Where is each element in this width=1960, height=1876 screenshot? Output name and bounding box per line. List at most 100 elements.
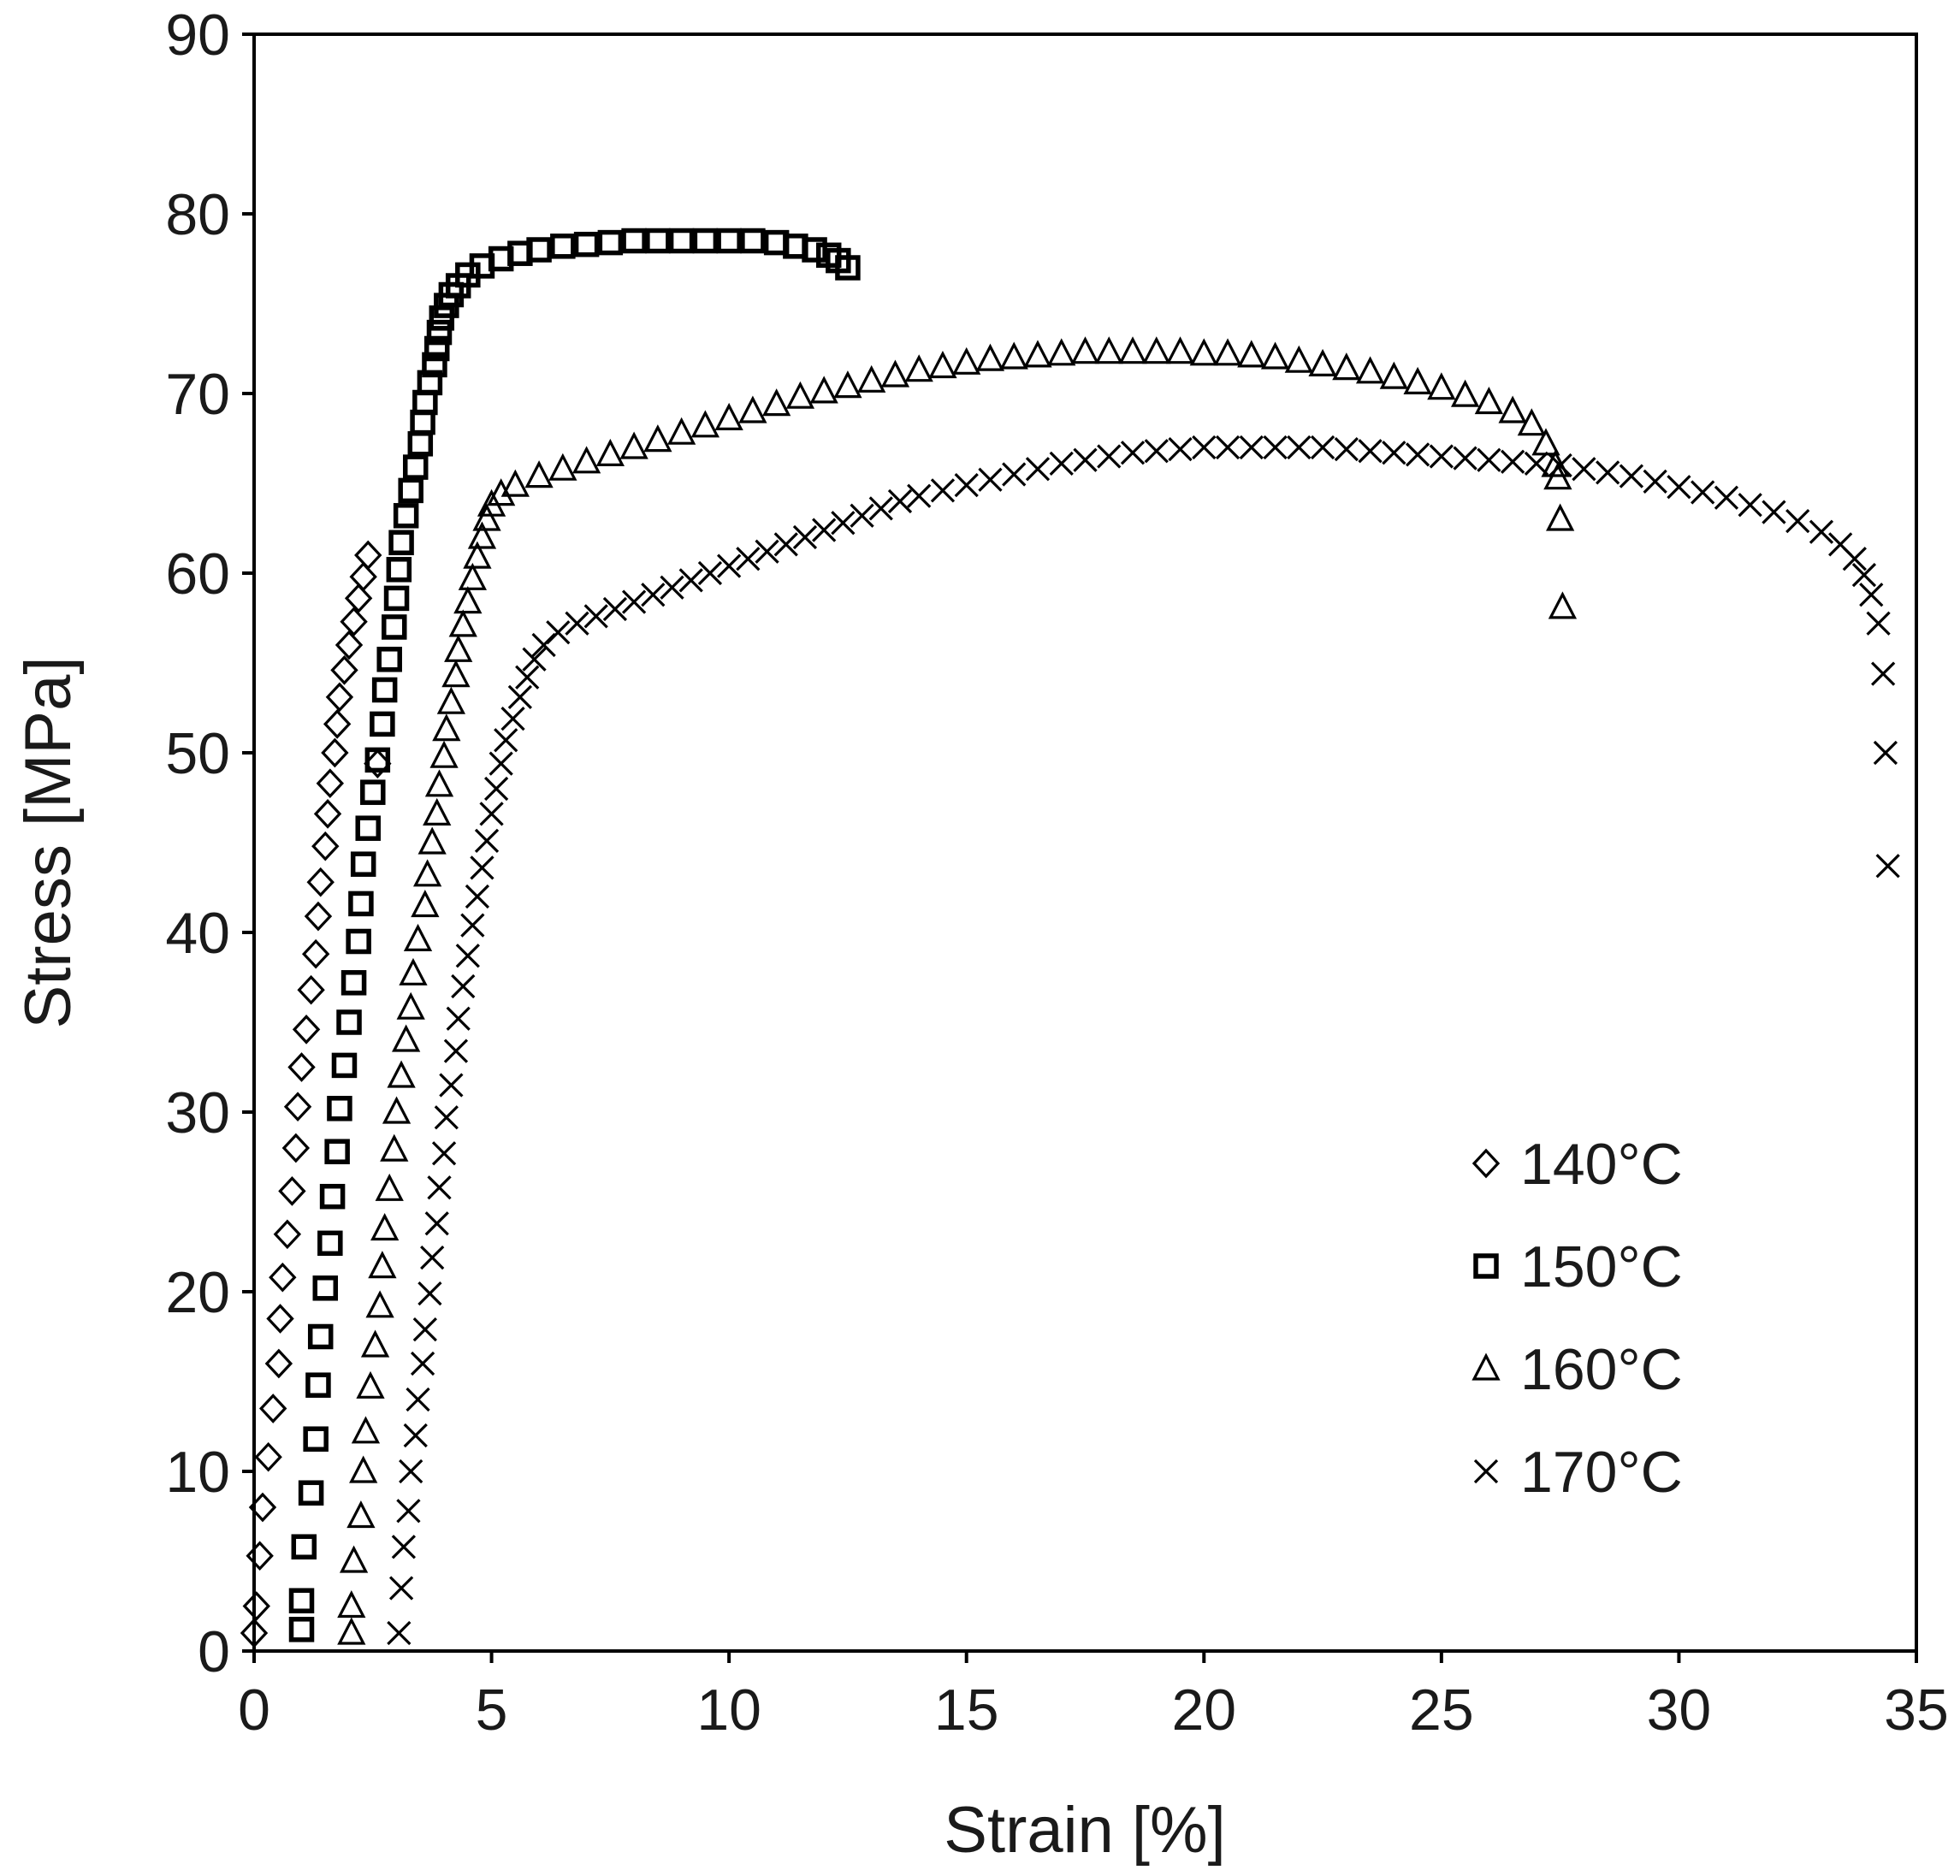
data-point [422, 352, 447, 378]
data-point [382, 1096, 412, 1124]
data-point [396, 991, 425, 1020]
data-point [1762, 500, 1786, 524]
data-point [443, 1039, 469, 1063]
data-point [356, 1370, 385, 1399]
data-point [1548, 591, 1578, 619]
data-point [349, 1455, 378, 1483]
data-point [678, 568, 703, 593]
data-point [298, 1480, 324, 1506]
data-point [383, 585, 410, 612]
data-point [952, 346, 981, 375]
data-point [392, 1024, 421, 1052]
data-point [306, 867, 335, 897]
data-point [474, 828, 500, 854]
y-tick-label: 30 [165, 1080, 230, 1145]
legend-entry: 170°C [1473, 1440, 1683, 1505]
data-point [350, 851, 376, 877]
data-point [349, 561, 377, 592]
data-point [692, 228, 719, 254]
data-point [330, 655, 358, 685]
data-point [975, 343, 1005, 371]
data-point [1332, 352, 1361, 381]
data-point [736, 547, 761, 571]
data-point [410, 1351, 435, 1376]
data-point [1453, 446, 1477, 470]
data-point [1168, 436, 1193, 462]
data-point [1517, 408, 1546, 436]
data-point [423, 797, 452, 826]
data-point [1049, 451, 1074, 476]
data-point [666, 417, 696, 445]
data-point [467, 521, 497, 549]
data-point [1310, 435, 1335, 460]
data-point [904, 354, 933, 382]
data-point [668, 228, 695, 254]
y-tick-label: 40 [165, 901, 230, 966]
data-point [431, 1141, 457, 1166]
data-point [455, 944, 480, 968]
data-point [387, 1620, 412, 1646]
legend-marker [1473, 1253, 1499, 1279]
data-point [812, 518, 837, 542]
data-point [850, 503, 874, 528]
data-point [1165, 336, 1195, 364]
data-point [360, 1329, 390, 1358]
data-point [1619, 464, 1644, 488]
data-point [809, 376, 838, 404]
data-point [1070, 336, 1100, 364]
x-tick-label: 20 [1171, 1678, 1236, 1743]
legend: 140°C 150°C 160°C 170°C [1471, 1132, 1683, 1505]
data-point [406, 1387, 430, 1412]
data-point [643, 424, 672, 453]
data-point [388, 1576, 414, 1601]
data-point [515, 665, 540, 689]
data-point [269, 1262, 297, 1293]
data-point [346, 928, 371, 955]
data-point [1334, 436, 1359, 462]
data-point [368, 1251, 397, 1279]
legend-entry: 150°C [1473, 1234, 1683, 1299]
series-triangle [337, 336, 1578, 1645]
data-point [325, 682, 354, 713]
data-point [1239, 435, 1264, 460]
data-point [1023, 340, 1052, 368]
data-point [500, 469, 530, 497]
data-point [307, 1323, 334, 1350]
data-point [420, 1245, 445, 1270]
data-point [441, 660, 471, 688]
data-point [738, 395, 767, 423]
x-tick-label: 25 [1409, 1678, 1474, 1743]
data-point [930, 478, 956, 503]
data-point [351, 1416, 381, 1444]
data-point [453, 586, 483, 614]
data-point [645, 228, 671, 254]
legend-entry: 140°C [1471, 1132, 1683, 1197]
data-point [1643, 469, 1667, 494]
data-point [1355, 356, 1385, 384]
y-tick-label: 10 [165, 1440, 230, 1505]
data-point [423, 335, 450, 362]
data-point [868, 496, 893, 521]
data-point [740, 228, 766, 254]
data-point [1118, 336, 1147, 364]
data-point [999, 341, 1028, 370]
data-point [619, 431, 648, 459]
data-point [546, 620, 571, 645]
data-point [550, 234, 576, 259]
data-point [487, 478, 516, 506]
data-point [697, 560, 723, 586]
data-point [344, 583, 373, 613]
data-point [304, 901, 333, 932]
data-point [621, 589, 647, 614]
data-point [283, 1092, 312, 1122]
data-point [412, 859, 442, 887]
x-axis-title: Strain [%] [944, 1794, 1225, 1867]
data-point [427, 1175, 452, 1200]
data-point [1263, 435, 1288, 460]
data-point [907, 483, 932, 508]
y-tick-label: 70 [165, 362, 230, 427]
data-point [411, 890, 440, 918]
data-point [755, 539, 779, 564]
data-point [287, 1052, 316, 1082]
data-point [364, 747, 391, 773]
